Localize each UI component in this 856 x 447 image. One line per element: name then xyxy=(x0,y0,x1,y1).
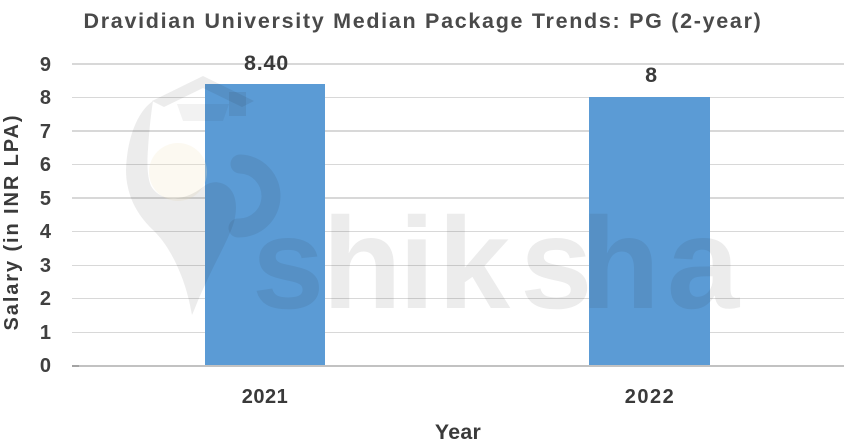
svg-text:shiksha: shiksha xyxy=(252,190,741,336)
